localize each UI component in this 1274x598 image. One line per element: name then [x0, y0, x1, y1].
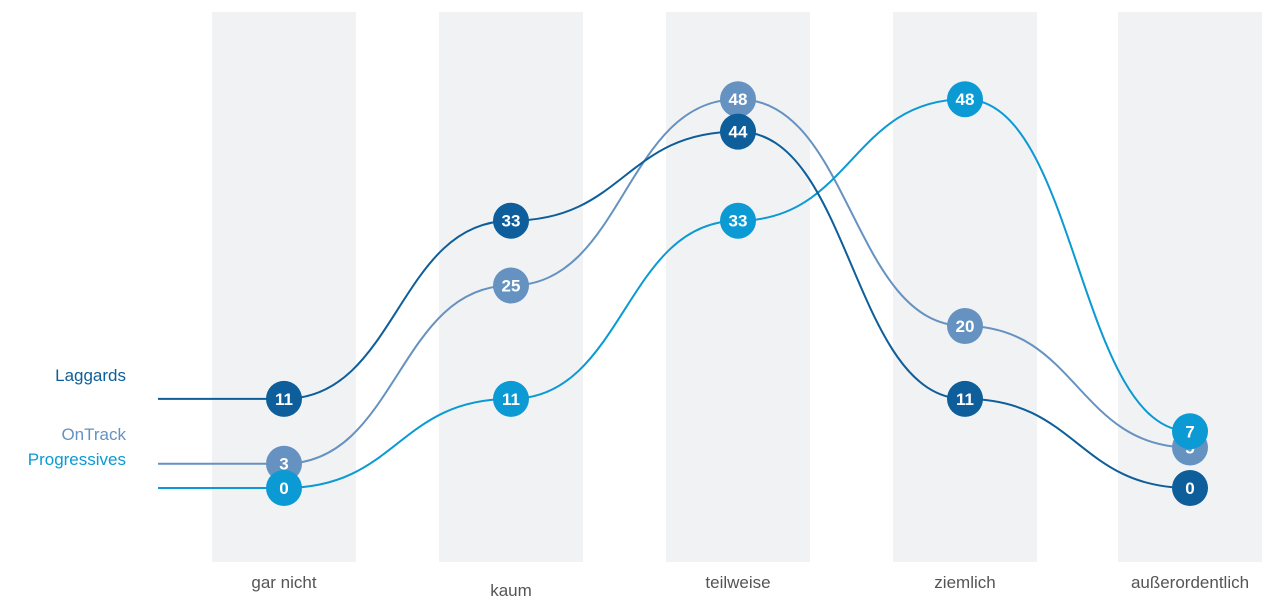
data-label: 48	[729, 90, 748, 109]
data-point	[720, 81, 756, 118]
series-legend: Laggards OnTrack Progressives	[28, 366, 127, 469]
legend-entry: Laggards	[55, 366, 126, 385]
data-label: 11	[956, 390, 974, 409]
category-label: teilweise	[705, 573, 770, 592]
series-lines	[158, 98, 1191, 490]
data-points: 3254820501133487113344110	[266, 81, 1208, 506]
data-point	[493, 202, 529, 239]
series-line	[158, 130, 1191, 489]
data-label: 7	[1185, 422, 1194, 441]
data-label: 11	[275, 390, 293, 409]
data-label: 0	[279, 479, 288, 498]
data-label: 3	[279, 455, 288, 474]
legend-entry: OnTrack	[61, 425, 126, 444]
data-point	[266, 380, 302, 417]
data-point	[947, 308, 983, 344]
category-label: gar nicht	[251, 573, 316, 592]
data-point	[720, 113, 756, 150]
data-point	[1172, 470, 1208, 506]
series-line	[158, 98, 1191, 465]
series-line	[158, 98, 1191, 490]
category-label: kaum	[490, 581, 532, 598]
data-point	[493, 380, 529, 417]
data-point	[493, 267, 529, 304]
data-label: 11	[502, 390, 520, 409]
category-label: ziemlich	[934, 573, 995, 592]
data-point	[947, 81, 983, 118]
data-label: 48	[956, 90, 975, 109]
legend-entry: Progressives	[28, 450, 126, 469]
data-label: 20	[956, 317, 975, 336]
data-label: 33	[729, 212, 748, 231]
data-label: 0	[1185, 479, 1194, 498]
data-point	[720, 202, 756, 239]
x-axis-labels: gar nicht kaum teilweise ziemlich außerorden…	[251, 573, 1249, 598]
data-label: 33	[502, 212, 521, 231]
data-point	[1172, 413, 1208, 450]
data-label: 44	[729, 123, 748, 142]
data-point	[947, 380, 983, 417]
category-label: außerordentlich	[1131, 573, 1249, 592]
data-point	[266, 470, 302, 506]
data-label: 25	[502, 277, 521, 296]
